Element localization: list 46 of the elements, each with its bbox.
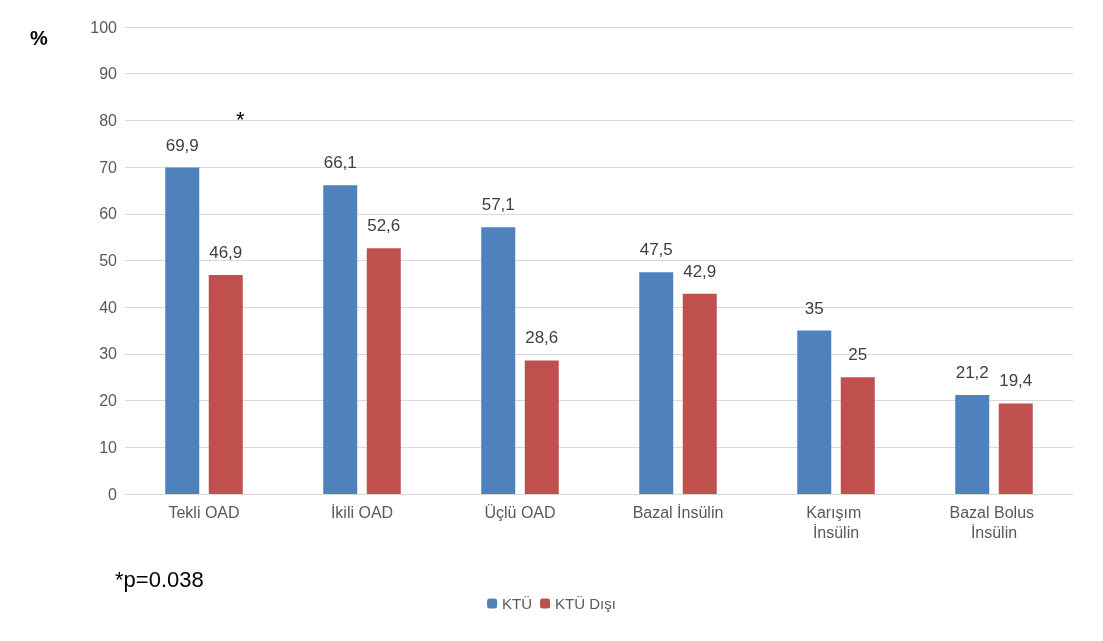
y-tick-label: 60 xyxy=(99,205,118,223)
y-tick-label: 50 xyxy=(99,252,118,269)
y-tick-label: 90 xyxy=(99,65,118,83)
y-tick-label: 0 xyxy=(108,485,118,503)
text: *p=0.038 xyxy=(115,566,204,592)
data-label: 25 xyxy=(848,345,868,365)
data-label: 47,5 xyxy=(639,240,673,260)
x-tick-label: Üçlü OAD xyxy=(484,503,556,521)
y-tick-label: 70 xyxy=(99,158,118,176)
bar xyxy=(323,185,358,494)
legend-label: KTÜ xyxy=(502,595,533,612)
y-tick-label: 100 xyxy=(90,18,118,36)
data-label: 28,6 xyxy=(525,328,559,348)
x-tick-label: Tekli OAD xyxy=(168,503,240,521)
y-tick-label: 20 xyxy=(99,392,118,410)
data-label: 52,6 xyxy=(367,216,401,236)
bar xyxy=(797,330,832,494)
bar xyxy=(481,227,516,494)
y-axis-title: % xyxy=(30,27,48,49)
data-label: 46,9 xyxy=(209,242,243,262)
x-tick-label: İkili OAD xyxy=(330,502,394,521)
x-tick-label: Karışım İnsülin xyxy=(806,503,866,541)
x-tick-label: Bazal Bolus İnsülin xyxy=(949,503,1039,541)
data-label: 66,1 xyxy=(323,153,357,173)
y-tick-label: 10 xyxy=(99,438,118,456)
data-label: 35 xyxy=(804,298,824,318)
data-label: 57,1 xyxy=(481,195,515,215)
data-label: 21,2 xyxy=(955,363,989,382)
data-label: 19,4 xyxy=(999,371,1033,391)
bar xyxy=(366,248,401,494)
annotation: * xyxy=(236,106,245,132)
bar xyxy=(998,403,1033,494)
y-tick-label: 40 xyxy=(99,298,118,316)
y-tick-label: 30 xyxy=(99,345,118,363)
bar xyxy=(524,360,559,494)
data-label: 42,9 xyxy=(683,261,717,281)
bar xyxy=(840,377,875,494)
bar xyxy=(682,293,717,494)
bar xyxy=(208,274,243,494)
bar xyxy=(165,167,200,494)
x-tick-label: Bazal İnsülin xyxy=(632,502,724,521)
y-tick-label: 80 xyxy=(99,111,118,129)
bar xyxy=(955,395,990,494)
data-label: 69,9 xyxy=(165,135,199,155)
bar xyxy=(639,272,674,494)
legend-label: KTÜ Dışı xyxy=(555,595,616,612)
